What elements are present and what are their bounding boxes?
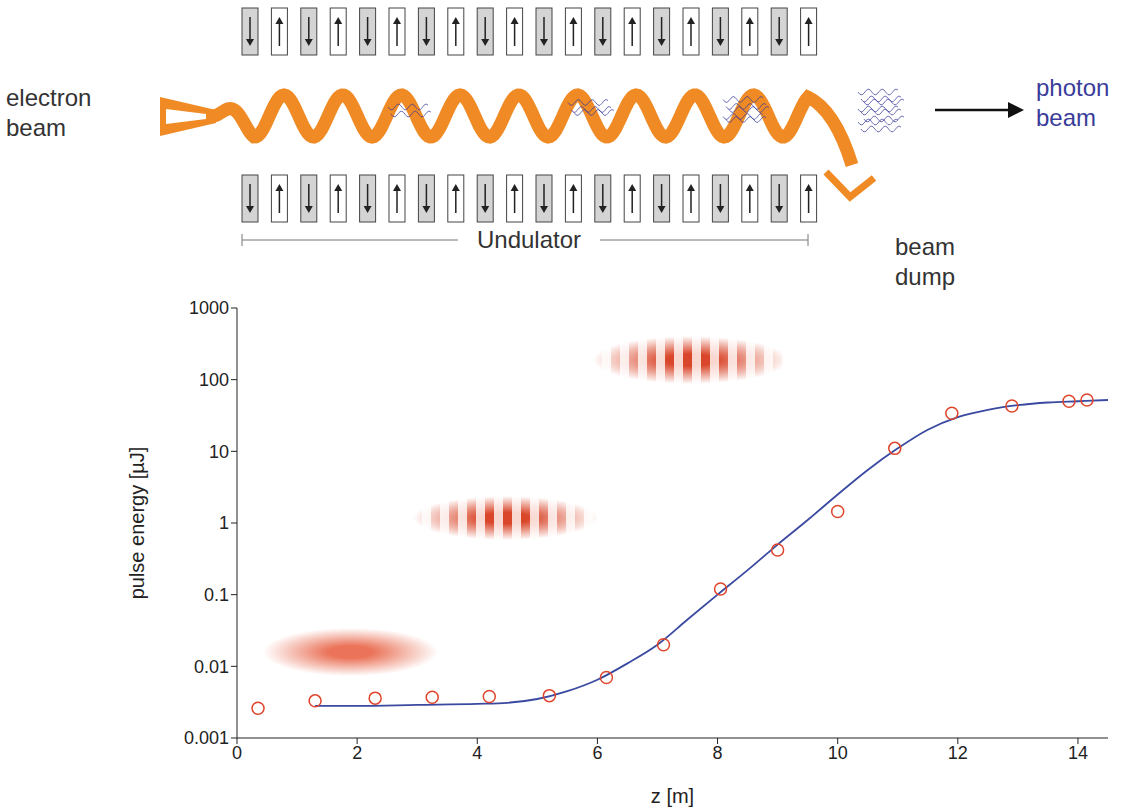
svg-text:1: 1 (219, 513, 229, 533)
svg-text:8: 8 (713, 743, 723, 763)
svg-text:0.001: 0.001 (184, 728, 229, 748)
svg-text:4: 4 (472, 743, 482, 763)
svg-text:photonbeam: photonbeam (1036, 74, 1109, 131)
svg-text:14: 14 (1068, 743, 1088, 763)
svg-text:0.1: 0.1 (204, 585, 229, 605)
svg-text:pulse energy [µJ]: pulse energy [µJ] (126, 447, 148, 600)
svg-text:electronbeam: electronbeam (6, 84, 91, 141)
svg-text:beamdump: beamdump (895, 233, 955, 290)
svg-text:10: 10 (209, 442, 229, 462)
svg-text:2: 2 (352, 743, 362, 763)
svg-text:1000: 1000 (189, 298, 229, 318)
svg-text:10: 10 (828, 743, 848, 763)
svg-text:12: 12 (948, 743, 968, 763)
svg-text:Undulator: Undulator (477, 226, 581, 253)
svg-text:z [m]: z [m] (651, 785, 694, 807)
svg-text:0: 0 (232, 743, 242, 763)
svg-text:100: 100 (199, 370, 229, 390)
svg-text:0.01: 0.01 (194, 657, 229, 677)
svg-text:6: 6 (592, 743, 602, 763)
